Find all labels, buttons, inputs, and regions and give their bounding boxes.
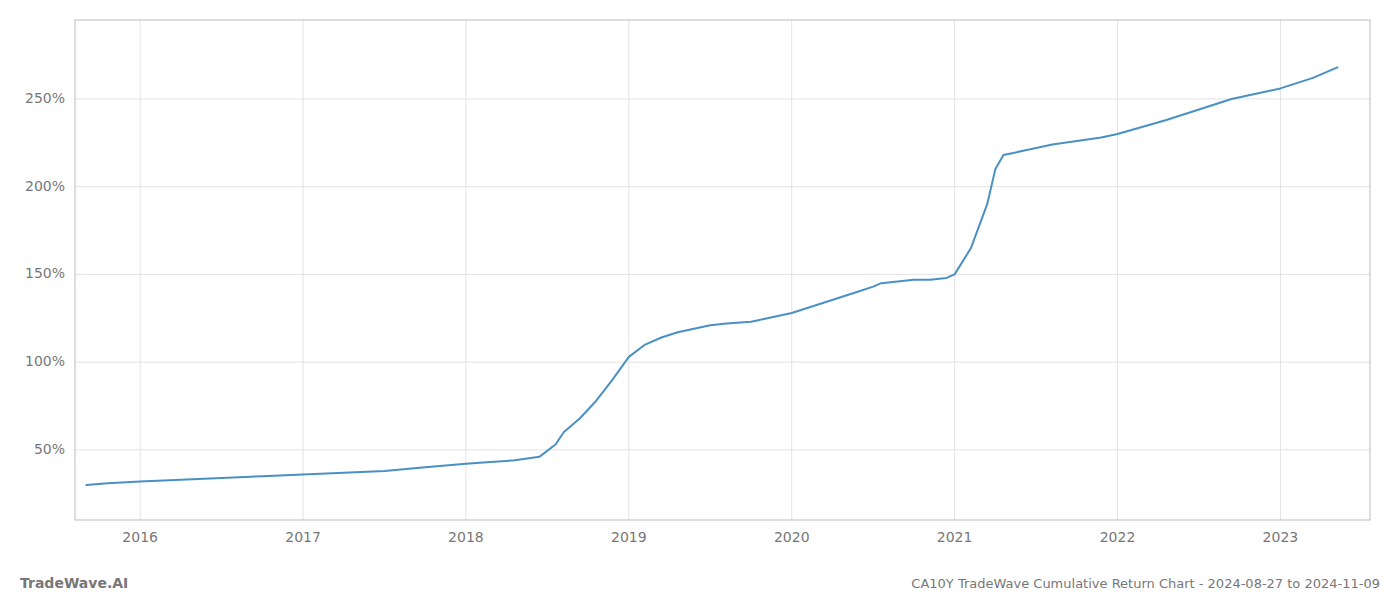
tick-labels: 50% 100% 150% 200% 250% 2016 2017 2018 2019 2020 2… xyxy=(25,90,1298,545)
x-grid-line xyxy=(954,20,955,520)
x-tick-label: 2019 xyxy=(611,529,647,545)
y-grid-line xyxy=(75,449,1370,450)
y-tick-label: 100% xyxy=(25,353,65,369)
y-grid-line xyxy=(75,274,1370,275)
watermark: TradeWave.AI xyxy=(20,575,128,591)
x-tick-label: 2021 xyxy=(937,529,973,545)
y-tick-label: 250% xyxy=(25,90,65,106)
x-tick-label: 2022 xyxy=(1100,529,1136,545)
x-grid-line xyxy=(1280,20,1281,520)
plot-frame xyxy=(75,20,1370,520)
title: CA10Y TradeWave Cumulative Return Chart … xyxy=(911,576,1380,591)
y-tick-label: 200% xyxy=(25,178,65,194)
x-grid-line xyxy=(1117,20,1118,520)
series xyxy=(86,67,1337,485)
line xyxy=(86,67,1337,485)
y-grid-line xyxy=(75,98,1370,99)
y-tick-label: 150% xyxy=(25,265,65,281)
y-grid-line xyxy=(75,362,1370,363)
y-grid-line xyxy=(75,186,1370,187)
x-grid-line xyxy=(140,20,141,520)
x-grid-line xyxy=(628,20,629,520)
x-tick-label: 2017 xyxy=(285,529,321,545)
x-tick-label: 2020 xyxy=(774,529,810,545)
x-tick-label: 2016 xyxy=(122,529,158,545)
x-grid-line xyxy=(303,20,304,520)
chart: 50% 100% 150% 200% 250% 2016 2017 2018 2019 2020 2… xyxy=(0,0,1400,600)
grid xyxy=(75,20,1370,520)
x-tick-label: 2018 xyxy=(448,529,484,545)
x-grid-line xyxy=(791,20,792,520)
y-tick-label: 50% xyxy=(34,441,65,457)
x-tick-label: 2023 xyxy=(1263,529,1299,545)
x-grid-line xyxy=(465,20,466,520)
